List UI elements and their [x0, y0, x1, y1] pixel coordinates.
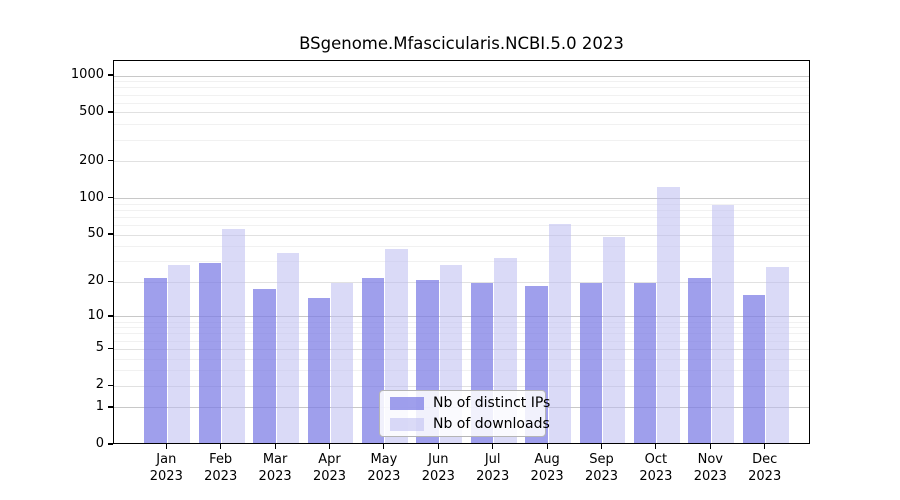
gridline — [114, 112, 809, 114]
gridline — [114, 198, 809, 199]
gridline — [114, 203, 809, 205]
y-tick-label-50: 50 — [87, 226, 104, 241]
x-tick-mark — [655, 444, 657, 449]
gridline — [114, 124, 809, 126]
x-tick-mark — [165, 444, 167, 449]
bar-downloads-nov — [711, 205, 735, 443]
bar-downloads-feb — [222, 228, 245, 443]
gridline — [114, 224, 809, 226]
gridline — [114, 209, 809, 211]
y-tick-mark — [108, 196, 113, 199]
bar-downloads-mar — [276, 253, 300, 443]
bar-downloads-sep — [602, 237, 626, 443]
plot-area: Nb of distinct IPs Nb of downloads — [113, 60, 810, 444]
gridline — [114, 102, 809, 104]
x-tick-label-apr: Apr 2023 — [312, 452, 347, 484]
bar-ips-feb — [198, 263, 222, 443]
y-tick-mark — [108, 160, 113, 162]
gridline — [114, 246, 809, 248]
y-tick-label-100: 100 — [79, 189, 104, 205]
x-tick-label-sep: Sep 2023 — [584, 452, 619, 484]
bar-downloads-oct — [657, 186, 680, 443]
bar-ips-jan — [144, 277, 167, 443]
gridline — [114, 94, 809, 96]
legend-item-distinct-ips: Nb of distinct IPs — [380, 395, 550, 411]
x-tick-mark — [492, 444, 494, 449]
gridline — [114, 81, 809, 83]
y-tick-mark — [108, 406, 113, 408]
bar-ips-oct — [633, 283, 657, 443]
y-tick-mark — [108, 347, 113, 349]
gridline — [114, 161, 809, 163]
bar-ips-mar — [253, 288, 276, 443]
y-tick-label-5: 5 — [95, 340, 104, 356]
y-tick-mark — [108, 384, 113, 386]
legend: Nb of distinct IPs Nb of downloads — [379, 390, 550, 437]
legend-swatch-ips — [390, 396, 424, 410]
gridline — [114, 139, 809, 141]
y-tick-mark — [108, 74, 113, 76]
gridline — [114, 216, 809, 218]
x-tick-mark — [220, 444, 222, 449]
gridline — [114, 75, 809, 77]
gridline — [114, 234, 809, 236]
legend-swatch-downloads — [390, 417, 424, 431]
y-tick-mark — [108, 233, 113, 235]
x-tick-label-jun: Jun 2023 — [421, 452, 455, 484]
y-tick-label-500: 500 — [79, 103, 104, 119]
bar-downloads-apr — [330, 283, 354, 443]
y-tick-label-1: 1 — [95, 398, 104, 414]
bar-ips-apr — [307, 298, 331, 443]
bar-downloads-aug — [548, 224, 572, 443]
bar-downloads-dec — [766, 266, 789, 443]
x-tick-mark — [546, 444, 548, 449]
y-tick-mark — [108, 443, 113, 445]
y-tick-label-0: 0 — [95, 436, 104, 451]
gridline — [114, 261, 809, 263]
x-tick-label-aug: Aug 2023 — [530, 452, 564, 484]
x-tick-label-jan: Jan 2023 — [149, 452, 183, 484]
y-tick-mark — [108, 111, 113, 113]
y-tick-mark — [108, 315, 113, 317]
bar-downloads-jan — [167, 265, 191, 443]
x-tick-label-may: May 2023 — [367, 452, 401, 484]
x-tick-label-feb: Feb 2023 — [204, 452, 238, 484]
bar-ips-nov — [688, 277, 711, 443]
x-tick-label-oct: Oct 2023 — [639, 452, 673, 484]
x-tick-mark — [600, 444, 603, 449]
y-tick-label-2: 2 — [95, 377, 104, 393]
y-tick-label-20: 20 — [87, 273, 104, 289]
chart-title: BSgenome.Mfascicularis.NCBI.5.0 2023 — [299, 34, 624, 53]
x-tick-mark — [709, 444, 711, 449]
y-tick-label-200: 200 — [79, 152, 104, 168]
y-tick-label-10: 10 — [87, 307, 104, 323]
x-tick-label-mar: Mar 2023 — [258, 452, 292, 484]
legend-label-distinct-ips: Nb of distinct IPs — [433, 395, 551, 411]
x-tick-label-dec: Dec 2023 — [748, 452, 782, 484]
bar-ips-may — [361, 277, 385, 443]
x-tick-mark — [383, 444, 385, 449]
x-tick-mark — [437, 444, 439, 449]
y-tick-label-1000: 1000 — [70, 67, 104, 83]
gridline — [114, 87, 809, 89]
x-tick-label-jul: Jul 2023 — [476, 452, 510, 484]
bar-ips-dec — [742, 294, 766, 443]
x-tick-mark — [274, 444, 276, 449]
legend-item-downloads: Nb of downloads — [380, 416, 550, 432]
x-tick-mark — [764, 444, 766, 449]
legend-label-downloads: Nb of downloads — [433, 416, 550, 432]
y-tick-mark — [108, 280, 113, 282]
x-tick-label-nov: Nov 2023 — [693, 452, 727, 484]
bar-ips-sep — [579, 283, 603, 443]
x-tick-mark — [328, 444, 331, 449]
